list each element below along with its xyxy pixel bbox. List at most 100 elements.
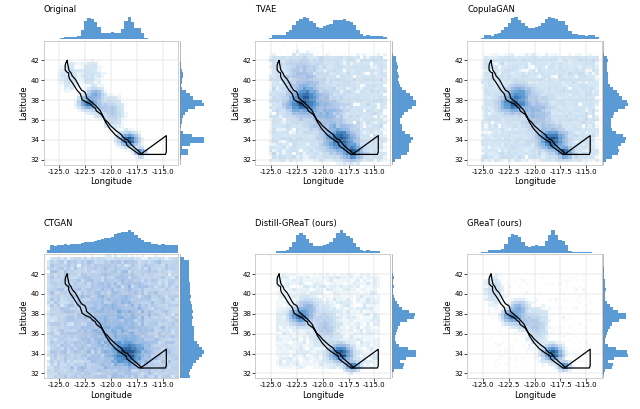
Bar — [604, 69, 607, 72]
Bar — [604, 322, 612, 326]
Bar — [97, 240, 100, 253]
Bar — [180, 313, 192, 316]
Bar — [604, 310, 618, 313]
Y-axis label: Latitude: Latitude — [19, 299, 28, 334]
Bar — [151, 244, 154, 253]
Bar — [180, 103, 204, 106]
Bar — [604, 103, 628, 106]
Bar — [180, 357, 199, 360]
Bar — [114, 33, 118, 39]
Bar — [392, 155, 401, 159]
Bar — [508, 23, 511, 39]
Bar — [604, 143, 621, 146]
Bar — [309, 243, 312, 253]
Bar — [561, 241, 565, 253]
Bar — [373, 36, 376, 39]
Bar — [276, 251, 279, 253]
Bar — [299, 18, 303, 39]
Bar — [392, 363, 404, 366]
Bar — [392, 78, 398, 81]
Bar — [180, 369, 189, 372]
Bar — [392, 124, 401, 128]
Bar — [392, 159, 395, 162]
Bar — [604, 62, 607, 65]
Bar — [392, 93, 410, 97]
Bar — [124, 21, 127, 39]
Bar — [604, 301, 607, 304]
Bar — [568, 31, 572, 39]
Bar — [604, 81, 608, 84]
Bar — [131, 232, 134, 253]
Bar — [392, 322, 400, 326]
Bar — [180, 319, 192, 322]
Bar — [180, 137, 204, 140]
Bar — [276, 36, 279, 39]
Bar — [392, 146, 409, 149]
Bar — [180, 149, 188, 152]
Bar — [604, 304, 610, 307]
Bar — [494, 34, 498, 39]
Bar — [104, 33, 108, 39]
Text: Original: Original — [44, 5, 77, 14]
X-axis label: Longitude: Longitude — [514, 391, 556, 400]
Bar — [148, 242, 151, 253]
Bar — [164, 245, 168, 253]
Bar — [180, 65, 182, 69]
Bar — [392, 59, 396, 62]
Bar — [392, 366, 403, 369]
Bar — [392, 115, 402, 118]
Bar — [118, 33, 121, 39]
Bar — [134, 29, 138, 39]
Bar — [565, 25, 568, 39]
Bar — [370, 251, 373, 253]
Bar — [392, 128, 402, 130]
Bar — [180, 106, 195, 109]
Text: TVAE: TVAE — [255, 5, 276, 14]
Bar — [392, 351, 415, 353]
Bar — [97, 27, 100, 39]
Bar — [604, 134, 623, 137]
Bar — [292, 242, 296, 253]
Bar — [180, 257, 184, 261]
Bar — [604, 118, 611, 121]
Bar — [604, 285, 605, 288]
Bar — [604, 357, 614, 360]
Bar — [118, 233, 121, 253]
Bar — [498, 34, 501, 39]
Bar — [180, 276, 189, 279]
Bar — [555, 235, 558, 253]
Bar — [392, 332, 396, 335]
Bar — [604, 152, 618, 155]
Bar — [180, 285, 190, 288]
Bar — [356, 247, 360, 253]
Bar — [541, 246, 545, 253]
Bar — [604, 75, 607, 78]
Bar — [180, 99, 202, 103]
Bar — [180, 273, 189, 276]
Bar — [87, 242, 91, 253]
Bar — [356, 30, 360, 39]
Bar — [392, 316, 415, 319]
Bar — [604, 351, 627, 353]
Bar — [392, 149, 408, 152]
Bar — [592, 35, 595, 39]
Bar — [180, 152, 188, 155]
Bar — [604, 329, 607, 332]
Bar — [180, 90, 186, 93]
Bar — [488, 36, 491, 39]
Bar — [538, 246, 541, 253]
Bar — [392, 304, 399, 307]
Bar — [74, 38, 77, 39]
Bar — [498, 250, 501, 253]
Bar — [604, 59, 607, 62]
Bar — [91, 242, 94, 253]
Bar — [501, 249, 504, 253]
Bar — [604, 56, 607, 59]
Bar — [367, 250, 370, 253]
Bar — [180, 298, 191, 301]
Bar — [604, 341, 605, 344]
Bar — [558, 21, 561, 39]
Bar — [558, 240, 561, 253]
Bar — [57, 245, 60, 253]
Bar — [392, 143, 409, 146]
